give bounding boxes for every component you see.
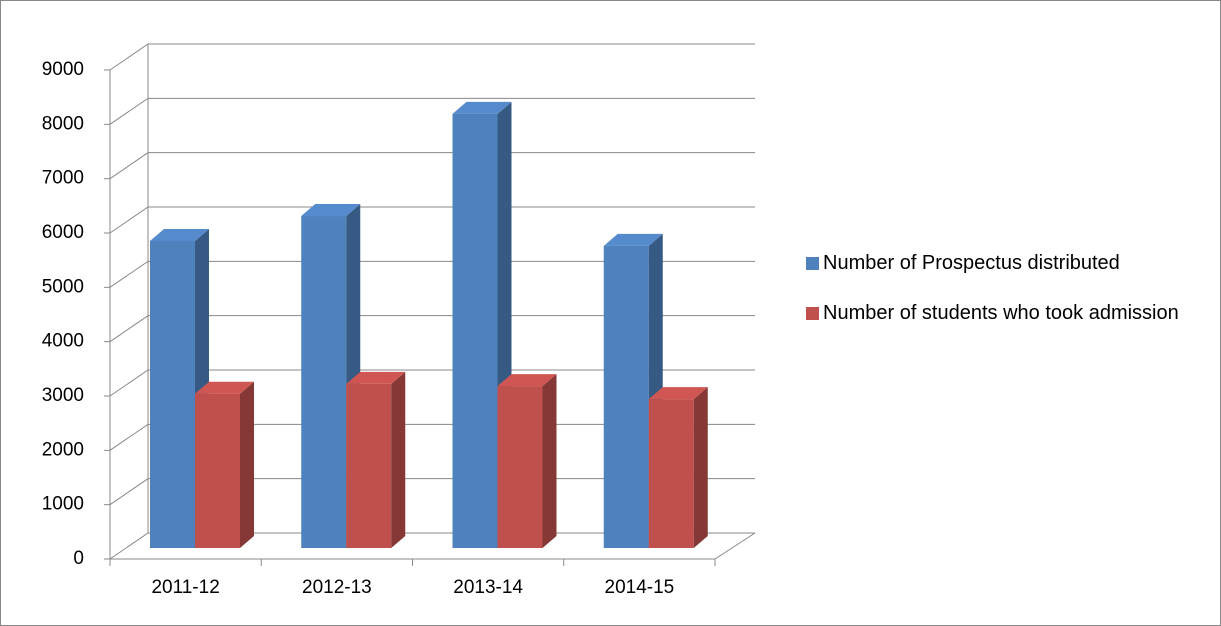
bar-front: [452, 113, 498, 549]
bar-side: [240, 381, 254, 548]
y-tick-label: 6000: [42, 222, 84, 243]
y-tick-label: 2000: [42, 439, 84, 460]
x-tick-label: 2013-14: [453, 577, 523, 598]
bar-top: [452, 101, 512, 114]
bar-side: [542, 374, 557, 548]
bar-front: [195, 393, 240, 548]
grid-line: [109, 260, 755, 288]
y-tick-label: 3000: [42, 385, 84, 406]
bar-top: [301, 204, 361, 217]
y-tick-label: 7000: [42, 168, 84, 189]
grid-line: [109, 43, 755, 71]
x-tick-label: 2012-13: [302, 577, 372, 598]
bar-top: [497, 374, 557, 387]
legend-label: Number of students who took admission: [823, 302, 1179, 324]
legend-item: Number of students who took admission: [806, 299, 1206, 327]
grid-line: [109, 97, 755, 125]
bar-top: [346, 371, 406, 384]
bar-top: [603, 233, 663, 246]
legend-label: Number of Prospectus distributed: [823, 252, 1120, 274]
x-tick-label: 2014-15: [605, 577, 675, 598]
bar-side: [693, 387, 708, 548]
bar-front: [497, 386, 543, 548]
y-tick-label: 5000: [42, 276, 84, 297]
bar-top: [150, 229, 209, 242]
legend-swatch: [806, 257, 819, 270]
bar-front: [346, 383, 392, 548]
legend-item: Number of Prospectus distributed: [806, 249, 1206, 277]
bar-top: [648, 387, 708, 400]
legend-swatch: [806, 307, 819, 320]
y-tick-label: 9000: [42, 59, 84, 80]
x-tick-label: 2011-12: [151, 577, 219, 598]
bar-front: [301, 216, 347, 549]
bar-front: [603, 245, 649, 548]
legend: Number of Prospectus distributed Number o…: [806, 249, 1206, 349]
y-tick-label: 8000: [42, 113, 84, 134]
grid-line: [109, 152, 755, 180]
bar-front: [150, 241, 195, 548]
bar-side: [391, 371, 406, 548]
grid-line: [109, 369, 755, 397]
bar-front: [648, 399, 694, 548]
grid-line: [109, 315, 755, 343]
bar-top: [195, 381, 254, 394]
grid-line: [109, 206, 755, 234]
y-tick-label: 0: [73, 548, 84, 569]
y-tick-label: 4000: [42, 331, 84, 352]
y-tick-label: 1000: [42, 494, 84, 515]
